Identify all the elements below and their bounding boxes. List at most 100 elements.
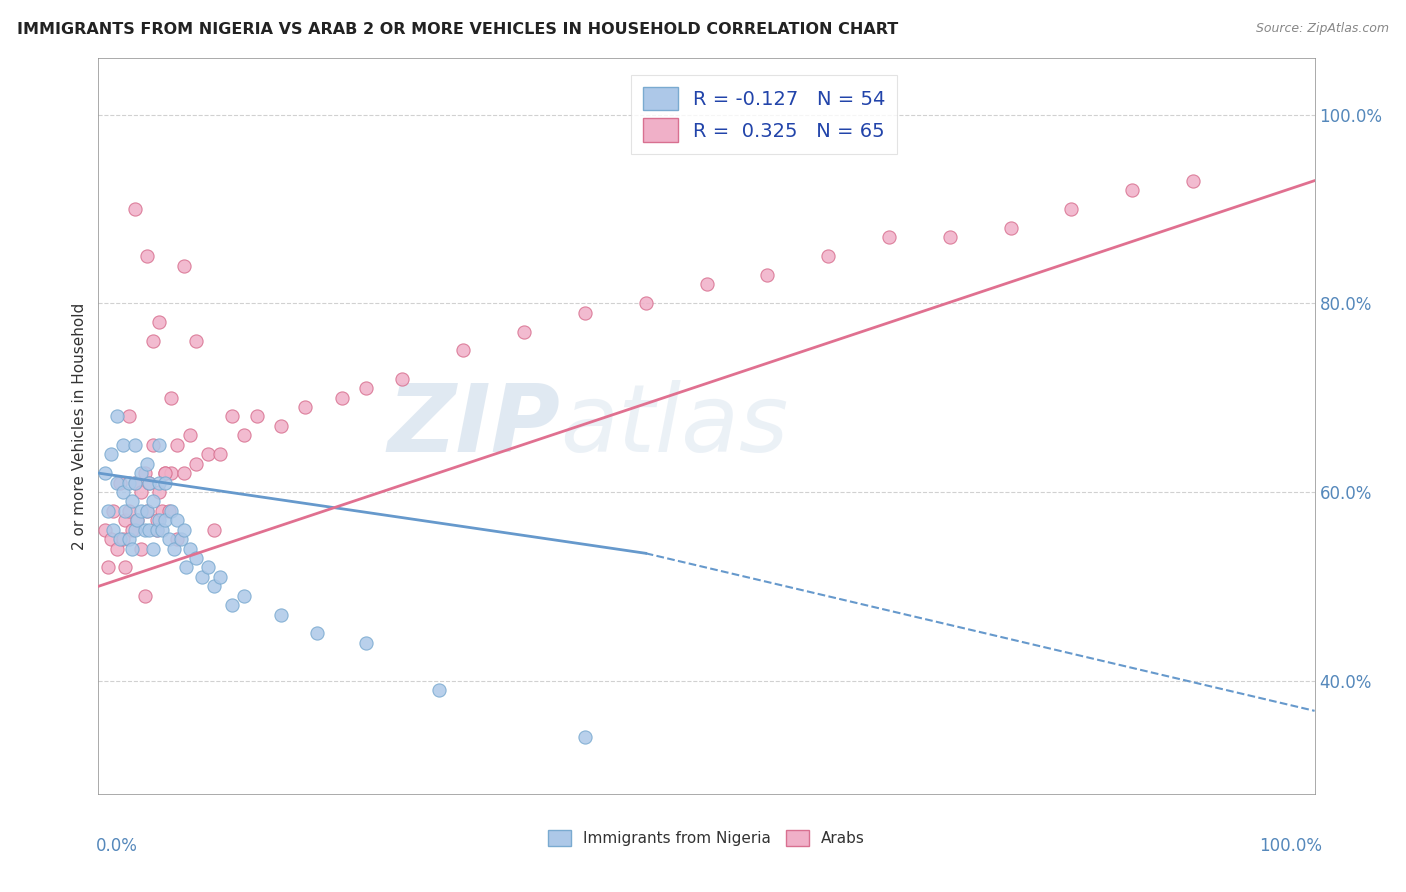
Point — [121, 523, 143, 537]
Point — [179, 428, 201, 442]
Point — [294, 400, 316, 414]
Point — [142, 438, 165, 452]
Point — [696, 277, 718, 292]
Point — [129, 541, 152, 556]
Point — [1121, 183, 1143, 197]
Point — [170, 532, 193, 546]
Point — [513, 325, 536, 339]
Point — [233, 589, 256, 603]
Point — [97, 504, 120, 518]
Point — [157, 504, 180, 518]
Text: 100.0%: 100.0% — [1258, 837, 1322, 855]
Point — [939, 230, 962, 244]
Point — [877, 230, 900, 244]
Point — [756, 268, 779, 282]
Point — [134, 589, 156, 603]
Point — [124, 475, 146, 490]
Point — [93, 466, 115, 480]
Point — [142, 334, 165, 348]
Point — [166, 532, 188, 546]
Y-axis label: 2 or more Vehicles in Household: 2 or more Vehicles in Household — [72, 302, 87, 549]
Point — [110, 475, 132, 490]
Point — [124, 438, 146, 452]
Point — [173, 523, 195, 537]
Point — [155, 466, 177, 480]
Point — [150, 523, 173, 537]
Point — [138, 475, 160, 490]
Point — [114, 560, 136, 574]
Point — [270, 607, 292, 622]
Text: ZIP: ZIP — [388, 380, 561, 472]
Point — [270, 418, 292, 433]
Point — [105, 409, 128, 424]
Point — [105, 475, 128, 490]
Point — [184, 334, 207, 348]
Point — [233, 428, 256, 442]
Point — [197, 447, 219, 461]
Point — [127, 513, 149, 527]
Point — [111, 485, 134, 500]
Point — [118, 532, 141, 546]
Point — [134, 466, 156, 480]
Point — [155, 513, 177, 527]
Point — [209, 447, 232, 461]
Point — [136, 504, 159, 518]
Point — [142, 541, 165, 556]
Point — [93, 523, 115, 537]
Point — [148, 513, 170, 527]
Point — [148, 438, 170, 452]
Point — [100, 532, 122, 546]
Point — [221, 598, 243, 612]
Point — [114, 513, 136, 527]
Point — [121, 541, 143, 556]
Point — [118, 475, 141, 490]
Point — [129, 504, 152, 518]
Point — [184, 457, 207, 471]
Point — [97, 560, 120, 574]
Point — [453, 343, 475, 358]
Point — [101, 504, 124, 518]
Point — [146, 523, 169, 537]
Point — [173, 259, 195, 273]
Point — [150, 504, 173, 518]
Point — [148, 315, 170, 329]
Point — [129, 466, 152, 480]
Point — [148, 485, 170, 500]
Point — [173, 466, 195, 480]
Point — [209, 570, 232, 584]
Point — [354, 381, 377, 395]
Point — [1060, 202, 1083, 216]
Point — [134, 523, 156, 537]
Point — [160, 504, 183, 518]
Text: Source: ZipAtlas.com: Source: ZipAtlas.com — [1256, 22, 1389, 36]
Point — [118, 504, 141, 518]
Text: 0.0%: 0.0% — [96, 837, 138, 855]
Point — [146, 523, 169, 537]
Text: IMMIGRANTS FROM NIGERIA VS ARAB 2 OR MORE VEHICLES IN HOUSEHOLD CORRELATION CHAR: IMMIGRANTS FROM NIGERIA VS ARAB 2 OR MOR… — [17, 22, 898, 37]
Point — [391, 372, 413, 386]
Point — [114, 504, 136, 518]
Point — [121, 494, 143, 508]
Legend: Immigrants from Nigeria, Arabs: Immigrants from Nigeria, Arabs — [541, 824, 872, 853]
Point — [136, 504, 159, 518]
Point — [124, 475, 146, 490]
Point — [245, 409, 267, 424]
Point — [191, 570, 214, 584]
Point — [111, 438, 134, 452]
Point — [160, 466, 183, 480]
Point — [574, 731, 596, 745]
Point — [427, 683, 450, 698]
Point — [129, 485, 152, 500]
Text: atlas: atlas — [561, 380, 789, 472]
Point — [136, 249, 159, 263]
Point — [155, 466, 177, 480]
Point — [160, 391, 183, 405]
Point — [179, 541, 201, 556]
Point — [110, 532, 132, 546]
Point — [138, 523, 160, 537]
Point — [136, 457, 159, 471]
Point — [127, 513, 149, 527]
Point — [157, 532, 180, 546]
Point — [155, 475, 177, 490]
Point — [197, 560, 219, 574]
